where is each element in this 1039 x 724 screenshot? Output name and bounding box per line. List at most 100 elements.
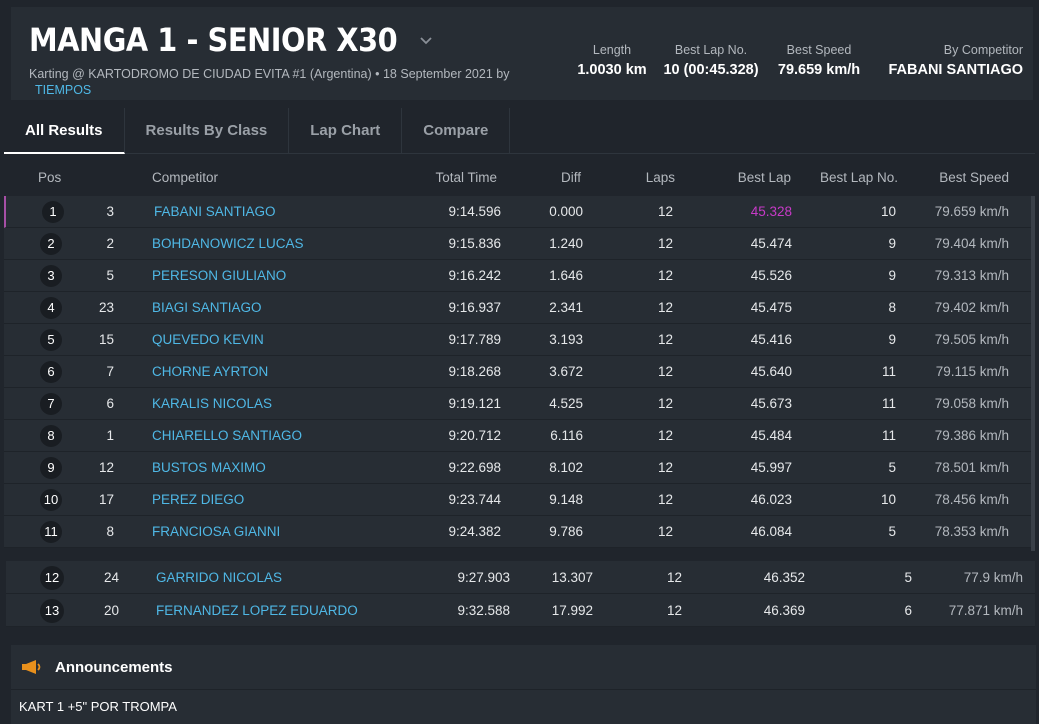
table-scrollbar[interactable] (1031, 196, 1035, 551)
kart-number: 6 (106, 396, 114, 411)
laps-count: 12 (657, 396, 673, 411)
competitor-name[interactable]: KARALIS NICOLAS (152, 396, 273, 411)
total-time: 9:32.588 (457, 603, 510, 618)
position-badge: 9 (40, 457, 62, 479)
stat-best-speed: Best Speed 79.659 km/h (759, 43, 879, 78)
best-speed: 77.871 km/h (948, 603, 1023, 618)
chevron-down-icon[interactable] (418, 32, 434, 48)
header-total-time[interactable]: Total Time (435, 170, 497, 185)
diff-time: 13.307 (551, 570, 593, 585)
best-lap-time: 45.474 (750, 236, 792, 251)
diff-time: 17.992 (551, 603, 593, 618)
best-lap-time: 45.416 (750, 332, 792, 347)
header-best-speed[interactable]: Best Speed (939, 170, 1009, 185)
best-lap-number: 9 (888, 236, 896, 251)
header-best-lap[interactable]: Best Lap (737, 170, 791, 185)
best-lap-time: 46.369 (763, 603, 805, 618)
laps-count: 12 (657, 460, 673, 475)
tab-lap-chart[interactable]: Lap Chart (289, 108, 403, 154)
competitor-name[interactable]: BUSTOS MAXIMO (152, 460, 266, 475)
header-pos[interactable]: Pos (38, 170, 62, 185)
diff-time: 0.000 (549, 204, 583, 219)
table-row[interactable]: 9 12 BUSTOS MAXIMO 9:22.698 8.102 12 45.997 5 78… (4, 452, 1035, 484)
results-table: Pos Competitor Total Time Diff Laps Best… (4, 160, 1035, 551)
competitor-name[interactable]: CHORNE AYRTON (152, 364, 269, 379)
diff-time: 8.102 (549, 460, 583, 475)
total-time: 9:27.903 (457, 570, 510, 585)
table-row[interactable]: 8 1 CHIARELLO SANTIAGO 9:20.712 6.116 12 45.48… (4, 420, 1035, 452)
competitor-name[interactable]: BOHDANOWICZ LUCAS (152, 236, 304, 251)
best-lap-number: 10 (880, 492, 896, 507)
stat-length-value: 1.0030 km (577, 62, 647, 78)
best-lap-time: 45.673 (750, 396, 792, 411)
table-body: 1 3 FABANI SANTIAGO 9:14.596 0.000 12 45.328 10… (4, 196, 1035, 548)
best-speed: 78.353 km/h (934, 524, 1009, 539)
competitor-name[interactable]: QUEVEDO KEVIN (152, 332, 264, 347)
header-diff[interactable]: Diff (560, 170, 581, 185)
stat-competitor-value: FABANI SANTIAGO (888, 62, 1023, 78)
tab-all-results[interactable]: All Results (4, 108, 125, 154)
position-badge: 7 (40, 393, 62, 415)
header-competitor[interactable]: Competitor (152, 170, 219, 185)
kart-number: 17 (98, 492, 114, 507)
position-badge: 6 (40, 361, 62, 383)
table-row[interactable]: 3 5 PERESON GIULIANO 9:16.242 1.646 12 45.526 9… (4, 260, 1035, 292)
best-speed: 79.386 km/h (934, 428, 1009, 443)
kart-number: 5 (106, 268, 114, 283)
laps-count: 12 (657, 332, 673, 347)
competitor-name[interactable]: BIAGI SANTIAGO (152, 300, 262, 315)
competitor-name[interactable]: PEREZ DIEGO (152, 492, 245, 507)
best-lap-number: 5 (888, 524, 896, 539)
diff-time: 3.193 (549, 332, 583, 347)
laps-count: 12 (657, 236, 673, 251)
kart-number: 8 (106, 524, 114, 539)
competitor-name[interactable]: CHIARELLO SANTIAGO (152, 428, 303, 443)
header-best-lap-no[interactable]: Best Lap No. (819, 170, 898, 185)
competitor-name[interactable]: FABANI SANTIAGO (154, 204, 276, 219)
table-row[interactable]: 5 15 QUEVEDO KEVIN 9:17.789 3.193 12 45.416 9 79… (4, 324, 1035, 356)
position-badge: 5 (40, 329, 62, 351)
tab-compare[interactable]: Compare (402, 108, 511, 154)
total-time: 9:23.744 (448, 492, 501, 507)
best-speed: 78.456 km/h (934, 492, 1009, 507)
table-row[interactable]: 4 23 BIAGI SANTIAGO 9:16.937 2.341 12 45.475 8 7… (4, 292, 1035, 324)
laps-count: 12 (666, 603, 682, 618)
position-badge: 13 (40, 599, 64, 623)
diff-time: 6.116 (550, 428, 583, 443)
table-row[interactable]: 10 17 PEREZ DIEGO 9:23.744 9.148 12 46.023 10 78… (4, 484, 1035, 516)
best-lap-number: 5 (904, 570, 912, 585)
best-lap-time: 45.328 (750, 204, 792, 219)
stat-best-speed-value: 79.659 km/h (777, 62, 861, 78)
best-speed: 79.505 km/h (934, 332, 1009, 347)
table-row[interactable]: 13 20 FERNANDEZ LOPEZ EDUARDO 9:32.588 17.99… (6, 594, 1035, 627)
position-badge: 2 (40, 233, 62, 255)
total-time: 9:18.268 (448, 364, 501, 379)
best-speed: 79.313 km/h (934, 268, 1009, 283)
diff-time: 9.786 (549, 524, 583, 539)
megaphone-icon (22, 660, 41, 674)
kart-number: 7 (106, 364, 114, 379)
laps-count: 12 (657, 204, 673, 219)
tab-results-by-class[interactable]: Results By Class (125, 108, 290, 154)
laps-count: 12 (657, 492, 673, 507)
organizer-link[interactable]: TIEMPOS (35, 83, 92, 97)
event-subtitle: Karting @ KARTODROMO DE CIUDAD EVITA #1 … (29, 66, 549, 98)
competitor-name[interactable]: PERESON GIULIANO (152, 268, 287, 283)
laps-count: 12 (666, 570, 682, 585)
total-time: 9:22.698 (448, 460, 501, 475)
competitor-name[interactable]: FERNANDEZ LOPEZ EDUARDO (156, 603, 358, 618)
position-badge: 8 (40, 425, 62, 447)
best-lap-number: 9 (888, 268, 896, 283)
kart-number: 2 (106, 236, 114, 251)
table-row[interactable]: 2 2 BOHDANOWICZ LUCAS 9:15.836 1.240 12 45.474… (4, 228, 1035, 260)
table-row[interactable]: 7 6 KARALIS NICOLAS 9:19.121 4.525 12 45.673 11… (4, 388, 1035, 420)
table-row[interactable]: 1 3 FABANI SANTIAGO 9:14.596 0.000 12 45.328 10… (4, 196, 1035, 228)
total-time: 9:16.937 (448, 300, 501, 315)
best-lap-time: 45.475 (750, 300, 792, 315)
table-row[interactable]: 12 24 GARRIDO NICOLAS 9:27.903 13.307 12 46.35… (6, 561, 1035, 594)
header-laps[interactable]: Laps (645, 170, 675, 185)
competitor-name[interactable]: FRANCIOSA GIANNI (152, 524, 281, 539)
table-row[interactable]: 11 8 FRANCIOSA GIANNI 9:24.382 9.786 12 46.084… (4, 516, 1035, 548)
competitor-name[interactable]: GARRIDO NICOLAS (156, 570, 283, 585)
table-row[interactable]: 6 7 CHORNE AYRTON 9:18.268 3.672 12 45.640 11 79… (4, 356, 1035, 388)
